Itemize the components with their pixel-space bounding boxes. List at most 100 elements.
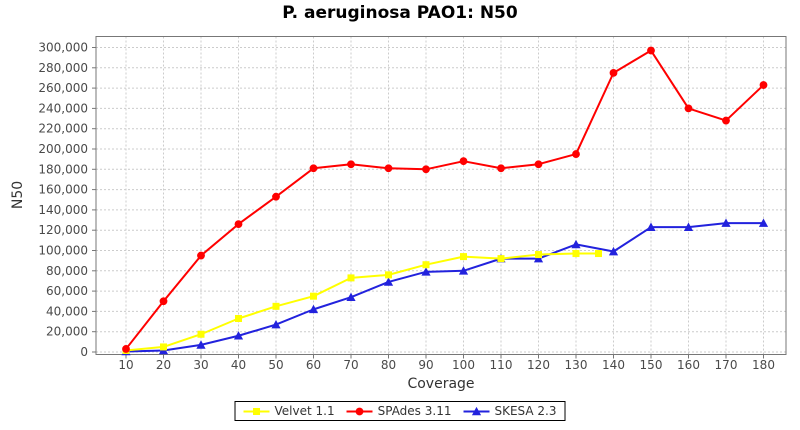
marker-square	[197, 330, 205, 338]
x-tick-label: 20	[156, 358, 171, 372]
legend-item-spades-3-11: SPAdes 3.11	[346, 404, 452, 418]
marker-circle	[197, 251, 205, 260]
marker-square	[235, 315, 242, 323]
marker-triangle	[383, 277, 394, 286]
marker-square	[272, 302, 280, 310]
marker-triangle	[533, 254, 544, 263]
marker-triangle	[646, 222, 656, 231]
y-tick-label: 20,000	[46, 325, 88, 339]
marker-triangle	[608, 246, 619, 256]
y-tick-label: 300,000	[38, 40, 88, 54]
legend-glyph-circle-icon	[346, 407, 373, 415]
marker-square	[253, 407, 261, 415]
chart-title: P. aeruginosa PAO1: N50	[282, 3, 518, 23]
legend-item-velvet-1-1: Velvet 1.1	[243, 404, 335, 418]
marker-triangle	[196, 340, 206, 349]
marker-circle	[309, 164, 318, 173]
tick-labels: 0 20,000 40,000 60,000 80,000 100,000 120,000 1…	[38, 40, 775, 372]
x-tick-label: 150	[640, 358, 663, 372]
marker-triangle	[271, 319, 281, 329]
y-tick-label: 80,000	[46, 264, 88, 278]
marker-triangle	[233, 331, 244, 340]
marker-circle	[355, 407, 364, 415]
series-line-skesa-2-3	[125, 222, 765, 353]
y-tick-label: 280,000	[38, 61, 88, 75]
legend-glyph-square-icon	[243, 407, 270, 415]
tick-marks	[92, 46, 764, 359]
marker-circle	[459, 157, 468, 166]
series-line-velvet-1-1	[125, 252, 600, 352]
marker-circle	[122, 345, 130, 353]
x-tick-label: 130	[565, 358, 588, 372]
marker-circle	[534, 160, 543, 169]
marker-square	[460, 253, 467, 261]
marker-circle	[384, 164, 393, 173]
marker-circle	[272, 192, 280, 201]
marker-triangle	[458, 266, 469, 275]
marker-circle	[684, 104, 693, 113]
y-tick-label: 140,000	[38, 203, 88, 217]
y-tick-label: 220,000	[38, 122, 88, 136]
y-axis-label: N50	[10, 180, 26, 210]
x-tick-label: 120	[527, 358, 550, 372]
y-tick-label: 0	[80, 345, 88, 359]
marker-circle	[347, 160, 355, 169]
x-tick-label: 70	[343, 358, 358, 372]
x-tick-label: 60	[306, 358, 321, 372]
legend-label: SKESA 2.3	[494, 404, 557, 418]
y-tick-label: 40,000	[46, 304, 88, 318]
y-tick-label: 120,000	[38, 223, 88, 237]
marker-square	[422, 261, 430, 269]
x-tick-label: 50	[268, 358, 283, 372]
legend-label: Velvet 1.1	[274, 404, 335, 418]
marker-square	[160, 343, 167, 351]
x-tick-label: 180	[752, 358, 775, 372]
series-spades-3-11	[122, 46, 768, 353]
x-tick-label: 100	[452, 358, 475, 372]
marker-square	[385, 271, 392, 279]
x-tick-label: 170	[715, 358, 738, 372]
x-tick-label: 160	[677, 358, 700, 372]
y-tick-label: 100,000	[38, 243, 88, 257]
legend-item-skesa-2-3: SKESA 2.3	[463, 404, 556, 418]
marker-circle	[722, 116, 730, 125]
legend: Velvet 1.1 SPAdes 3.11 SKESA 2.3	[234, 401, 566, 421]
series-line-spades-3-11	[125, 49, 765, 350]
x-tick-label: 140	[602, 358, 625, 372]
x-tick-label: 110	[490, 358, 513, 372]
x-axis-label: Coverage	[407, 376, 475, 392]
marker-circle	[609, 68, 618, 77]
marker-circle	[234, 220, 243, 229]
marker-triangle	[758, 218, 769, 227]
marker-circle	[422, 165, 430, 174]
legend-label: SPAdes 3.11	[377, 404, 452, 418]
marker-square	[535, 251, 542, 259]
series-velvet-1-1	[122, 250, 602, 354]
x-tick-label: 10	[118, 358, 133, 372]
y-tick-label: 200,000	[38, 142, 88, 156]
x-tick-label: 40	[231, 358, 246, 372]
x-tick-label: 30	[193, 358, 208, 372]
marker-triangle	[471, 406, 482, 415]
marker-square	[347, 274, 355, 282]
marker-circle	[572, 150, 580, 158]
marker-square	[310, 292, 317, 300]
y-tick-label: 180,000	[38, 162, 88, 176]
marker-circle	[647, 46, 655, 55]
x-tick-label: 90	[418, 358, 433, 372]
series-skesa-2-3	[121, 218, 769, 356]
y-tick-label: 260,000	[38, 81, 88, 95]
marker-square	[572, 250, 580, 258]
gridlines	[96, 36, 786, 355]
marker-circle	[497, 164, 505, 173]
marker-triangle	[721, 218, 731, 227]
chart-canvas: 0 20,000 40,000 60,000 80,000 100,000 120,000 1…	[38, 36, 787, 372]
y-tick-label: 60,000	[46, 284, 88, 298]
marker-circle	[759, 81, 768, 89]
marker-triangle	[571, 239, 581, 249]
x-tick-label: 80	[381, 358, 396, 372]
marker-triangle	[683, 222, 694, 231]
marker-square	[595, 250, 602, 258]
marker-circle	[159, 297, 168, 306]
marker-square	[497, 255, 505, 263]
